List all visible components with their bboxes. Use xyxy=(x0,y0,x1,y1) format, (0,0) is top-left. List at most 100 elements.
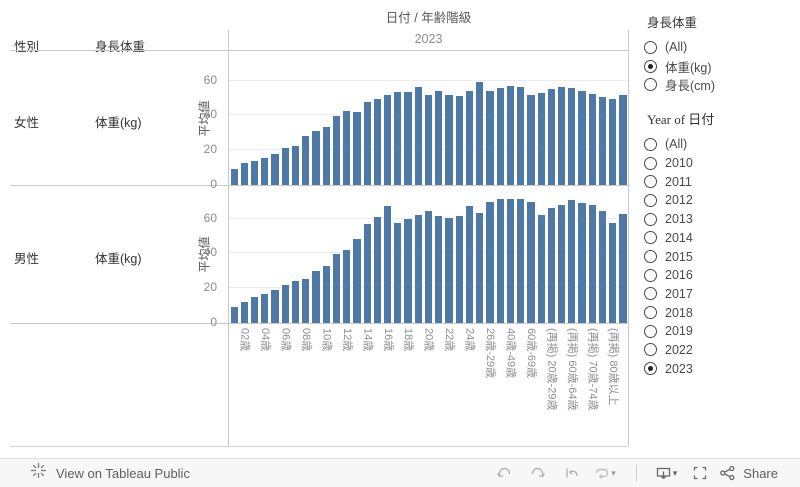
bar[interactable] xyxy=(302,136,310,185)
bar[interactable] xyxy=(332,116,341,185)
bar[interactable] xyxy=(537,215,545,323)
bar[interactable] xyxy=(373,217,382,323)
share-button-label[interactable]: Share xyxy=(743,465,778,481)
bar[interactable] xyxy=(384,206,392,323)
bar[interactable] xyxy=(302,279,310,323)
radio-option-2019[interactable]: 2019 xyxy=(636,322,798,341)
bar[interactable] xyxy=(588,205,596,323)
radio-option-all[interactable]: (All) xyxy=(636,135,798,154)
bar[interactable] xyxy=(496,88,504,185)
bar[interactable] xyxy=(619,214,627,323)
radio-option-2015[interactable]: 2015 xyxy=(636,247,798,266)
bar[interactable] xyxy=(465,91,474,185)
replay-button[interactable] xyxy=(589,462,615,484)
radio-option-2016[interactable]: 2016 xyxy=(636,266,798,285)
bar[interactable] xyxy=(291,146,300,185)
fullscreen-button[interactable] xyxy=(683,462,717,484)
radio-option-2010[interactable]: 2010 xyxy=(636,154,798,173)
bar[interactable] xyxy=(343,250,351,323)
bar[interactable] xyxy=(517,199,525,323)
bar[interactable] xyxy=(322,266,330,323)
bar[interactable] xyxy=(312,271,320,323)
bar[interactable] xyxy=(394,92,402,185)
bar[interactable] xyxy=(435,91,443,185)
bar[interactable] xyxy=(588,94,596,185)
bar[interactable] xyxy=(598,211,607,323)
bar[interactable] xyxy=(486,91,494,185)
bar[interactable] xyxy=(578,203,586,323)
bar[interactable] xyxy=(445,218,453,323)
bar[interactable] xyxy=(558,205,566,323)
bar[interactable] xyxy=(414,215,422,323)
redo-button[interactable] xyxy=(521,462,555,484)
download-caret[interactable]: ▾ xyxy=(672,467,678,478)
bar[interactable] xyxy=(271,154,279,185)
bar[interactable] xyxy=(578,91,586,185)
bar[interactable] xyxy=(558,87,566,185)
radio-option-2012[interactable]: 2012 xyxy=(636,191,798,210)
replay-speed-caret[interactable]: ▾ xyxy=(611,467,616,478)
bar[interactable] xyxy=(465,206,474,323)
bar[interactable] xyxy=(363,224,371,323)
bar[interactable] xyxy=(230,307,238,323)
bar[interactable] xyxy=(343,111,351,185)
radio-option-cm[interactable]: 身長(cm) xyxy=(636,75,798,94)
bar[interactable] xyxy=(476,213,484,323)
radio-option-kg[interactable]: 体重(kg) xyxy=(636,57,798,76)
bar[interactable] xyxy=(435,216,443,323)
bar[interactable] xyxy=(424,211,433,323)
bar[interactable] xyxy=(353,112,361,185)
bar[interactable] xyxy=(568,88,576,185)
bar[interactable] xyxy=(609,99,617,185)
bar[interactable] xyxy=(619,95,627,185)
bar[interactable] xyxy=(230,169,238,185)
bar[interactable] xyxy=(291,281,300,323)
bar[interactable] xyxy=(281,148,289,185)
bar[interactable] xyxy=(261,158,269,185)
bar[interactable] xyxy=(445,95,453,185)
bar[interactable] xyxy=(547,208,555,323)
bar[interactable] xyxy=(281,285,289,323)
bar[interactable] xyxy=(537,93,545,185)
bar[interactable] xyxy=(353,239,361,323)
bar[interactable] xyxy=(598,97,607,185)
bar[interactable] xyxy=(240,302,248,323)
radio-option-all[interactable]: (All) xyxy=(636,38,798,57)
radio-option-2017[interactable]: 2017 xyxy=(636,285,798,304)
bar[interactable] xyxy=(240,163,248,185)
reset-button[interactable] xyxy=(555,462,589,484)
download-button[interactable] xyxy=(651,462,677,484)
radio-option-2013[interactable]: 2013 xyxy=(636,210,798,229)
bar[interactable] xyxy=(568,200,576,323)
bar[interactable] xyxy=(506,86,515,185)
bar[interactable] xyxy=(506,199,515,323)
radio-option-2018[interactable]: 2018 xyxy=(636,303,798,322)
radio-option-2014[interactable]: 2014 xyxy=(636,229,798,248)
bar[interactable] xyxy=(609,223,617,323)
radio-option-2011[interactable]: 2011 xyxy=(636,172,798,191)
bar[interactable] xyxy=(363,102,371,185)
bar[interactable] xyxy=(322,127,330,185)
bar[interactable] xyxy=(312,131,320,185)
bar[interactable] xyxy=(250,297,259,323)
bar[interactable] xyxy=(373,99,382,185)
bar[interactable] xyxy=(527,95,535,185)
bar[interactable] xyxy=(414,87,422,185)
bar[interactable] xyxy=(517,87,525,185)
bar[interactable] xyxy=(455,216,463,323)
bar[interactable] xyxy=(332,254,341,323)
bar[interactable] xyxy=(547,89,555,185)
bar[interactable] xyxy=(404,92,412,185)
bar[interactable] xyxy=(404,219,412,323)
bar[interactable] xyxy=(261,294,269,323)
bar[interactable] xyxy=(394,223,402,323)
bar[interactable] xyxy=(486,202,494,323)
share-icon[interactable] xyxy=(717,462,737,484)
bar[interactable] xyxy=(496,199,504,323)
view-on-tableau-public-link[interactable]: View on Tableau Public xyxy=(30,462,190,484)
bar[interactable] xyxy=(476,82,484,185)
undo-button[interactable] xyxy=(487,462,521,484)
bar[interactable] xyxy=(527,202,535,323)
bar[interactable] xyxy=(271,290,279,323)
bar[interactable] xyxy=(384,95,392,185)
